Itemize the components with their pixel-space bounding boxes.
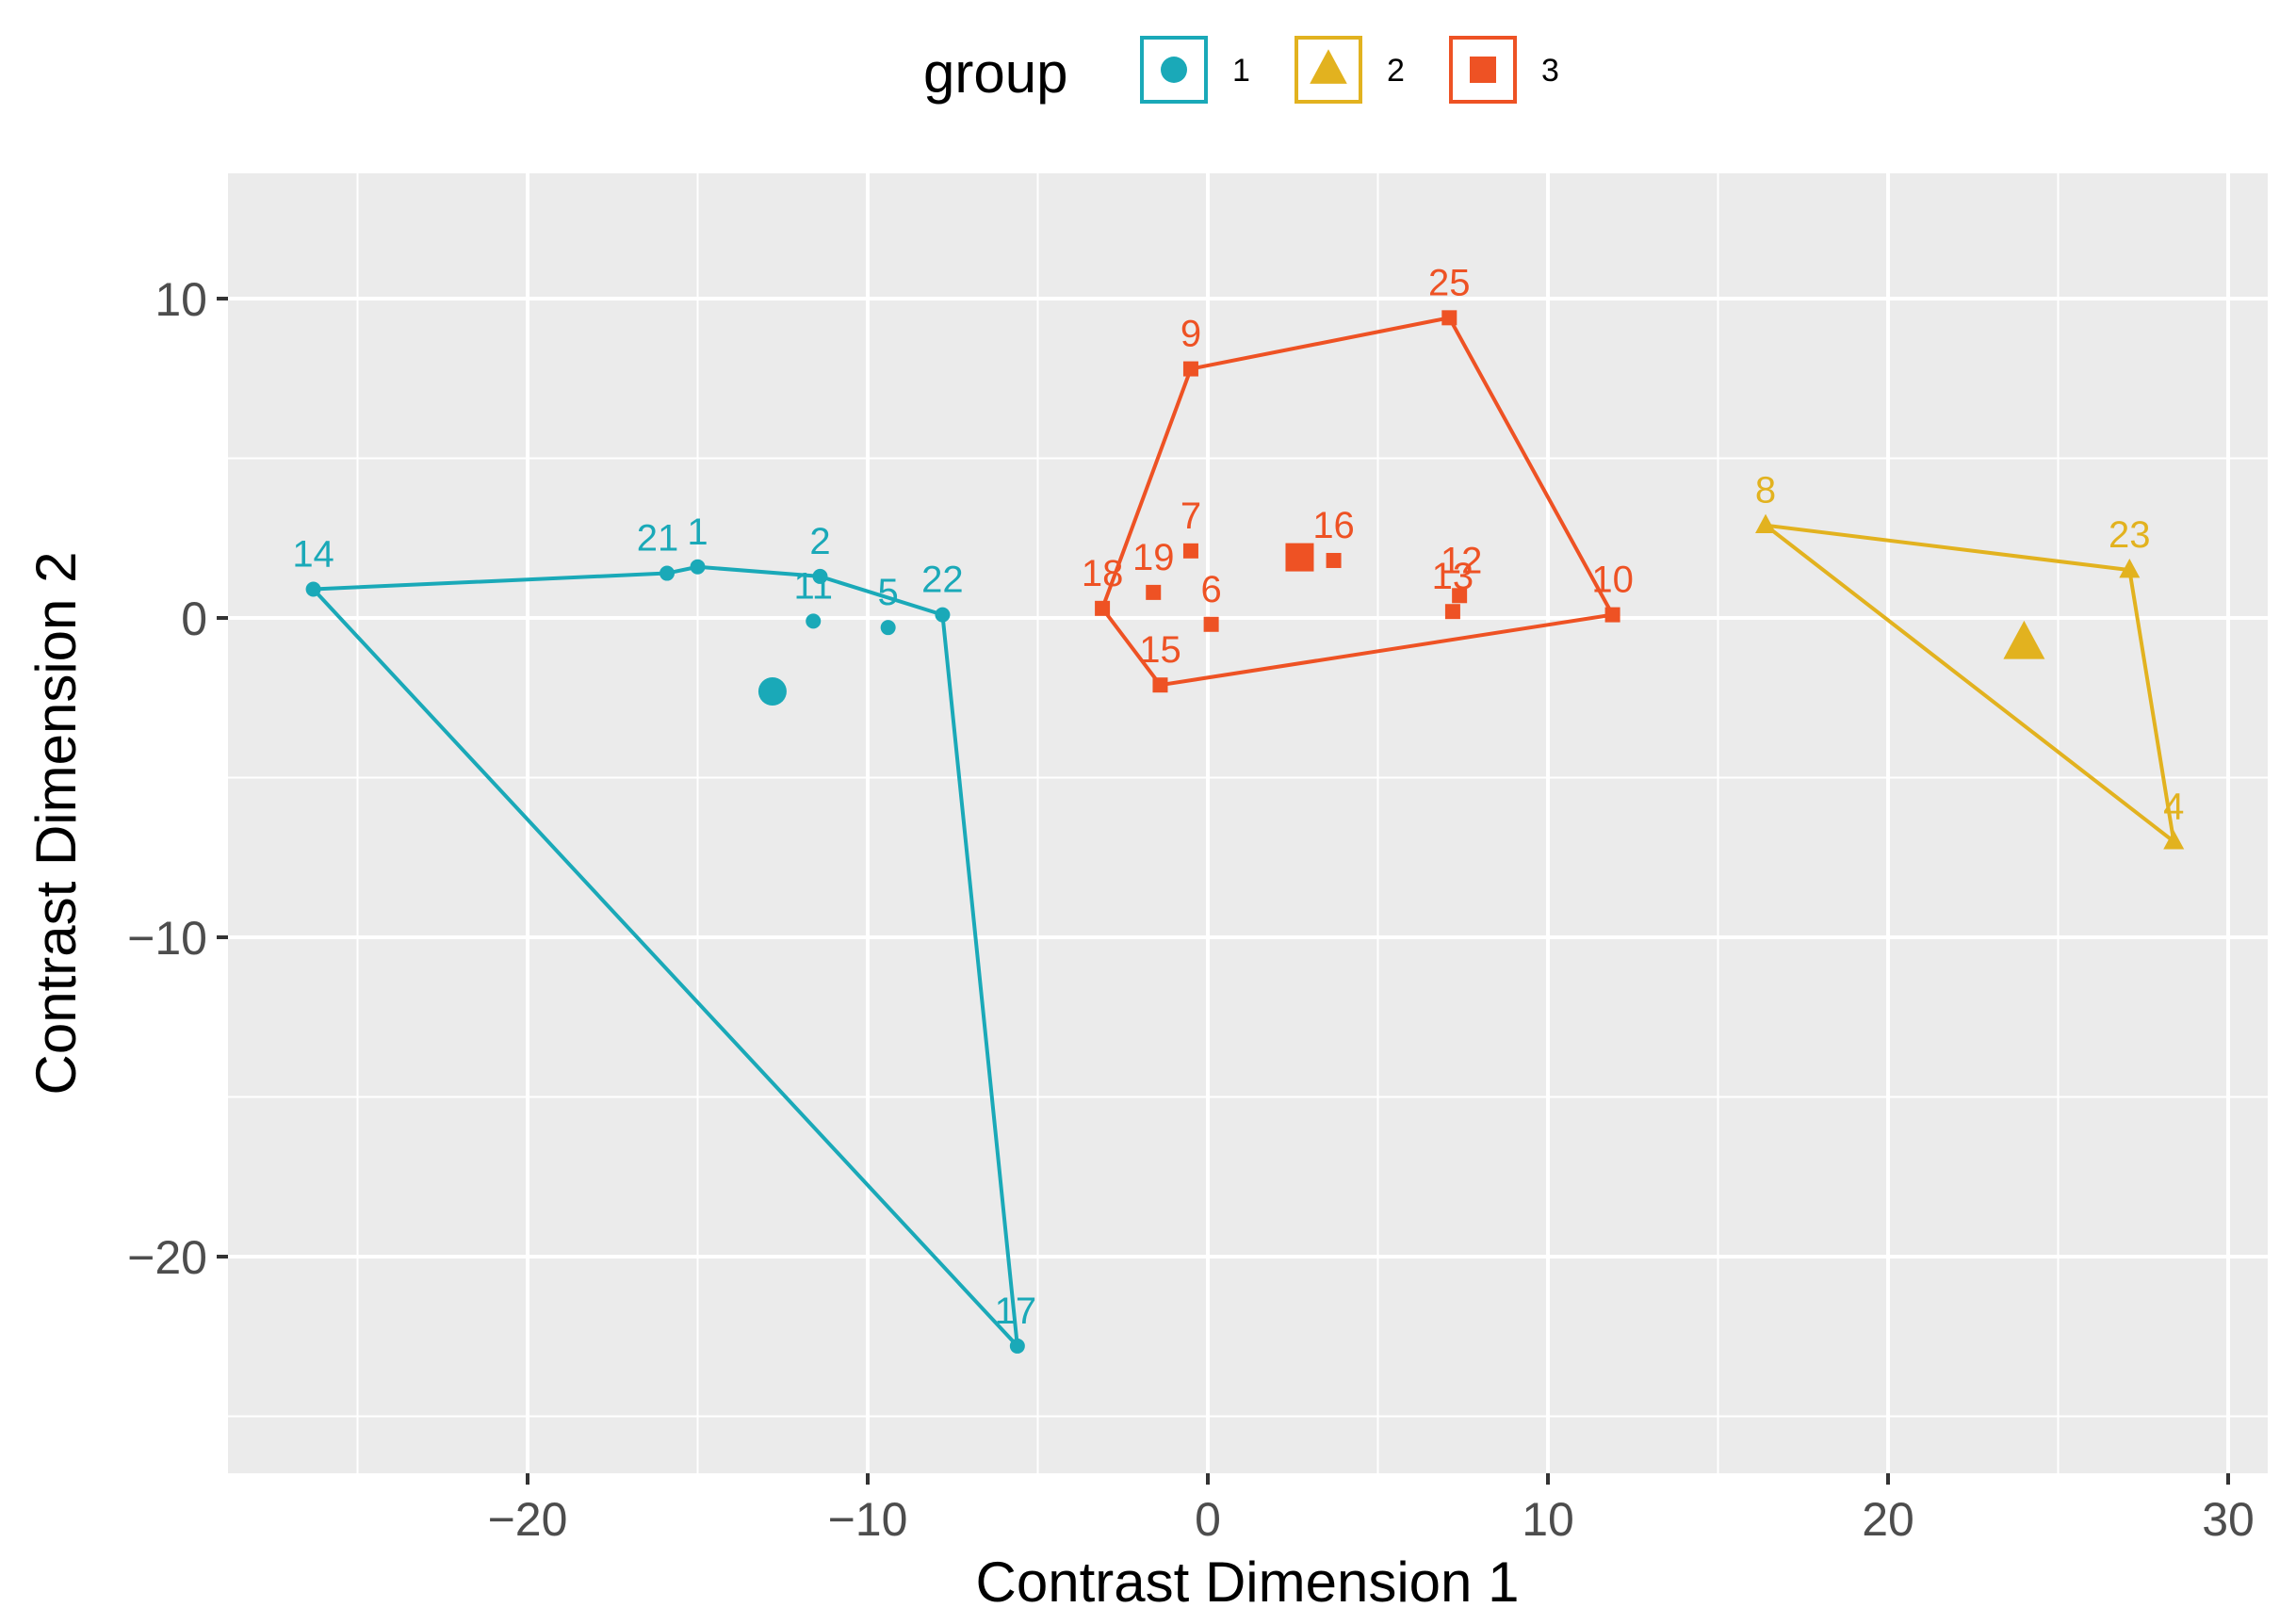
point-label-3-6: 6 bbox=[1200, 569, 1221, 610]
point-1-22 bbox=[935, 607, 951, 623]
point-3-15 bbox=[1152, 677, 1168, 693]
legend-symbol-1 bbox=[1161, 57, 1187, 83]
point-label-1-1: 1 bbox=[687, 512, 708, 553]
point-3-18 bbox=[1095, 600, 1111, 616]
legend: group 1 2 3 bbox=[923, 36, 1559, 105]
legend-title: group bbox=[923, 41, 1067, 105]
x-tick-label: 20 bbox=[1862, 1493, 1914, 1546]
point-3-19 bbox=[1146, 584, 1162, 600]
point-label-1-5: 5 bbox=[878, 572, 899, 613]
point-3-25 bbox=[1441, 310, 1457, 326]
hull-group-2 bbox=[1764, 523, 2176, 844]
centroid-group-3 bbox=[1285, 543, 1314, 572]
point-label-1-17: 17 bbox=[995, 1291, 1037, 1332]
x-tick-label: −10 bbox=[828, 1493, 908, 1546]
point-1-2 bbox=[812, 568, 828, 584]
point-1-11 bbox=[806, 613, 822, 629]
y-tick-label: −10 bbox=[127, 912, 207, 965]
legend-symbol-2 bbox=[1310, 49, 1347, 84]
point-label-1-21: 21 bbox=[637, 518, 679, 560]
point-1-5 bbox=[880, 620, 896, 636]
point-label-3-18: 18 bbox=[1082, 553, 1124, 594]
hull-group-3 bbox=[1100, 316, 1615, 688]
data-points bbox=[305, 310, 2185, 1354]
point-label-3-15: 15 bbox=[1139, 629, 1181, 671]
grid-lines bbox=[228, 173, 2268, 1473]
point-label-1-14: 14 bbox=[292, 533, 334, 575]
x-axis-title: Contrast Dimension 1 bbox=[976, 1551, 1520, 1614]
legend-item-3: 3 bbox=[1449, 36, 1559, 104]
point-label-3-16: 16 bbox=[1312, 505, 1355, 546]
point-label-3-9: 9 bbox=[1181, 314, 1201, 355]
legend-label-3: 3 bbox=[1541, 53, 1559, 89]
point-2-8 bbox=[1755, 513, 1777, 533]
legend-symbol-3 bbox=[1470, 57, 1496, 83]
plot-panel bbox=[228, 173, 2268, 1473]
point-1-1 bbox=[690, 559, 706, 575]
x-tick-label: 0 bbox=[1195, 1493, 1221, 1546]
point-1-21 bbox=[659, 565, 676, 581]
centroid-group-1 bbox=[757, 676, 787, 706]
axes: −20 −10 0 10 20 30 −20 −10 0 10 bbox=[127, 273, 2255, 1546]
point-3-16 bbox=[1326, 552, 1342, 568]
point-3-10 bbox=[1604, 607, 1620, 623]
point-label-1-2: 2 bbox=[809, 521, 830, 562]
legend-item-1: 1 bbox=[1140, 36, 1250, 104]
point-1-14 bbox=[305, 581, 321, 597]
x-tick-label: −20 bbox=[488, 1493, 568, 1546]
point-3-13 bbox=[1444, 604, 1460, 620]
point-label-2-23: 23 bbox=[2109, 514, 2151, 556]
point-label-3-7: 7 bbox=[1181, 495, 1201, 537]
centroid-group-2 bbox=[2003, 620, 2045, 659]
y-axis-title: Contrast Dimension 2 bbox=[24, 552, 88, 1096]
point-2-23 bbox=[2119, 559, 2141, 578]
y-tick-label: 0 bbox=[181, 593, 207, 645]
point-label-1-11: 11 bbox=[793, 565, 833, 607]
x-tick-label: 30 bbox=[2202, 1493, 2255, 1546]
point-label-3-12: 12 bbox=[1441, 540, 1483, 581]
point-label-3-25: 25 bbox=[1428, 262, 1471, 303]
point-3-12 bbox=[1452, 588, 1468, 604]
point-label-1-22: 22 bbox=[921, 560, 964, 601]
point-label-2-4: 4 bbox=[2163, 786, 2184, 827]
legend-items: 1 2 3 bbox=[1140, 36, 1559, 104]
point-3-9 bbox=[1182, 361, 1198, 377]
point-3-7 bbox=[1182, 543, 1198, 559]
point-label-3-10: 10 bbox=[1591, 560, 1634, 601]
point-2-4 bbox=[2163, 830, 2185, 850]
point-label-3-19: 19 bbox=[1132, 537, 1175, 578]
y-tick-label: 10 bbox=[155, 273, 207, 326]
legend-label-2: 2 bbox=[1387, 53, 1405, 89]
point-label-3-13: 13 bbox=[1432, 556, 1474, 597]
point-1-17 bbox=[1009, 1338, 1025, 1354]
point-label-2-8: 8 bbox=[1755, 470, 1776, 512]
legend-label-1: 1 bbox=[1232, 53, 1250, 89]
point-3-6 bbox=[1203, 616, 1219, 632]
legend-item-2: 2 bbox=[1295, 36, 1405, 104]
y-tick-label: −20 bbox=[127, 1231, 207, 1284]
x-tick-label: 10 bbox=[1522, 1493, 1574, 1546]
